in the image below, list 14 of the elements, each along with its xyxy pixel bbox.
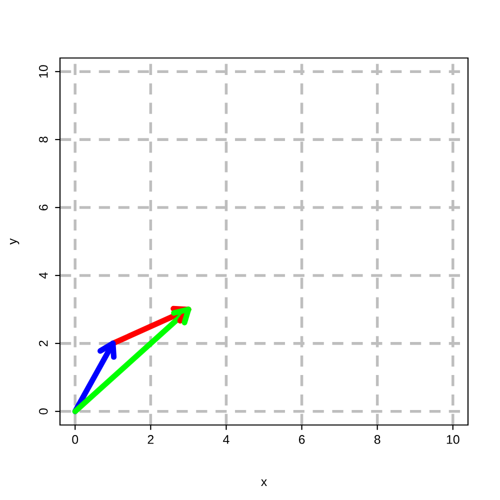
x-tick-label: 10 <box>446 435 460 444</box>
y-tick-label: 2 <box>38 340 48 346</box>
x-tick-label: 4 <box>223 435 230 444</box>
x-tick-label: 2 <box>148 435 154 444</box>
x-tick-label: 6 <box>298 435 305 444</box>
y-tick-label: 10 <box>38 65 48 78</box>
y-tick-label: 8 <box>38 136 48 142</box>
y-tick-label: 4 <box>39 272 48 279</box>
x-axis-title: x <box>261 479 267 486</box>
y-axis-title: y <box>10 238 20 245</box>
x-tick-label: 8 <box>374 435 380 444</box>
y-tick-label: 6 <box>38 204 48 210</box>
y-tick-label: 0 <box>38 408 48 414</box>
x-tick-label: 0 <box>72 435 78 444</box>
